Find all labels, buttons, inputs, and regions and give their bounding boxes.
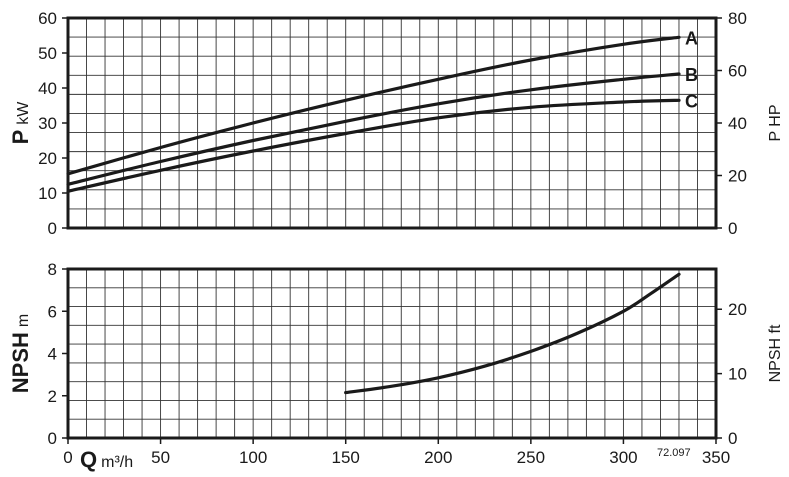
power-ylabel-unit: kW <box>15 101 32 125</box>
xtick-label: 100 <box>239 448 267 467</box>
power-ytick-label: 20 <box>38 149 57 168</box>
power-ytick-label: 30 <box>38 114 57 133</box>
npsh-y2tick-label: 10 <box>728 365 747 384</box>
power-ylabel: PkW <box>8 101 33 145</box>
xtick-label: 300 <box>609 448 637 467</box>
xtick-label: 350 <box>702 448 730 467</box>
figure-code: 72.097 <box>657 447 691 459</box>
power-ytick-label: 60 <box>38 9 57 28</box>
npsh-ytick-label: 2 <box>48 387 57 406</box>
power-y2tick-label: 60 <box>728 62 747 81</box>
npsh-ytick-label: 8 <box>48 260 57 279</box>
power-ytick-label: 50 <box>38 44 57 63</box>
power-series-line-C <box>66 98 681 193</box>
npsh-ylabel: NPSH m <box>8 314 33 393</box>
npsh-ylabel-text: NPSH m <box>8 314 33 393</box>
x-axis-label-unit: m³/h <box>101 454 133 471</box>
npsh-ylabel-unit: m <box>15 314 32 327</box>
power-ytick-label: 10 <box>38 184 57 203</box>
power-ytick-label: 40 <box>38 79 57 98</box>
power-y2tick-label: 40 <box>728 114 747 133</box>
power-ylabel-text: PkW <box>8 101 33 145</box>
series-label-C: C <box>685 91 698 111</box>
xtick-label: 150 <box>332 448 360 467</box>
xtick-label: 200 <box>424 448 452 467</box>
series-label-B: B <box>685 65 698 85</box>
power-series-line-A <box>66 35 681 176</box>
power-ytick-label: 0 <box>48 219 57 238</box>
power-ylabel-main: P <box>8 130 33 145</box>
npsh-ytick-label: 6 <box>48 302 57 321</box>
series-label-A: A <box>685 28 698 48</box>
npsh-series-line <box>344 272 681 395</box>
npsh-y2tick-label: 20 <box>728 300 747 319</box>
xtick-label: 250 <box>517 448 545 467</box>
power-y2label-text: P HP <box>767 104 784 141</box>
power-series-line-B <box>66 72 681 186</box>
npsh-frame <box>66 267 718 440</box>
npsh-ylabel-main: NPSH <box>8 332 33 393</box>
xtick-label: 0 <box>63 448 72 467</box>
npsh-y2label-text: NPSH ft <box>767 324 784 382</box>
npsh-y2tick-label: 0 <box>728 429 737 448</box>
npsh-y2label: NPSH ft <box>767 324 784 382</box>
power-y2tick-label: 80 <box>728 9 747 28</box>
power-y2tick-label: 20 <box>728 167 747 186</box>
npsh-ytick-label: 0 <box>48 429 57 448</box>
power-frame <box>66 16 718 230</box>
npsh-ytick-label: 4 <box>48 345 57 364</box>
xtick-label: 50 <box>151 448 170 467</box>
power-y2tick-label: 0 <box>728 219 737 238</box>
x-axis-label-main: Q <box>80 447 97 472</box>
power-y2label: P HP <box>767 104 784 141</box>
